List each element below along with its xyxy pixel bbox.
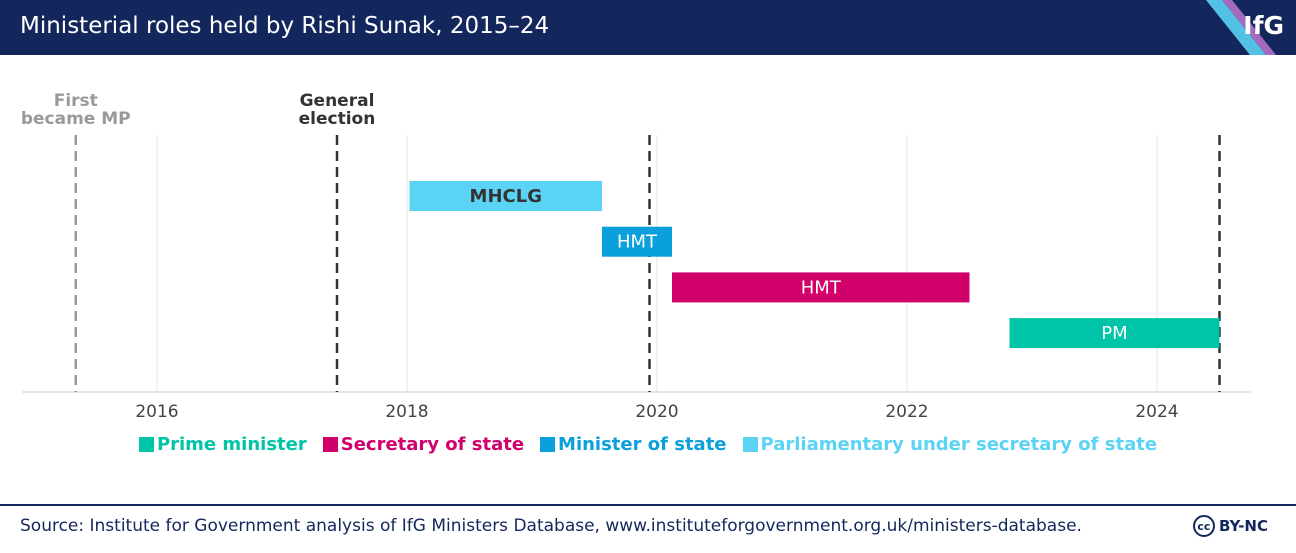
cc-icon: cc <box>1192 515 1215 537</box>
title: Ministerial roles held by Rishi Sunak, 2… <box>20 13 550 39</box>
x-tick-label: 2020 <box>635 402 678 422</box>
bar <box>409 181 602 211</box>
x-tick-label: 2022 <box>885 402 928 422</box>
event-label: General election <box>298 91 376 129</box>
legend-label: Minister of state <box>558 434 727 455</box>
event-label: First became MP <box>20 91 131 129</box>
legend-label: Prime minister <box>156 434 307 455</box>
logo: IfG <box>1243 11 1284 40</box>
bar-label: MHCLG <box>470 186 542 207</box>
bar <box>1009 318 1220 349</box>
legend-item: Parliamentary under secretary of state <box>742 434 1158 455</box>
license: cc BY-NC <box>1192 515 1268 537</box>
legend-item: Secretary of state <box>322 434 525 455</box>
legend: Prime minister Secretary of state Minister… <box>0 434 1296 455</box>
footer-rule <box>0 504 1296 506</box>
legend-label: Secretary of state <box>340 434 525 455</box>
legend-swatch <box>138 437 154 452</box>
legend-swatch <box>322 437 338 452</box>
source: Source: Institute for Government analysi… <box>20 516 1082 536</box>
chart: 2016 2018 2020 2022 2024 MHCLG HMT HMT PM <box>22 135 1251 422</box>
x-tick-label: 2016 <box>135 402 178 422</box>
bar <box>672 272 970 303</box>
legend-swatch <box>742 437 758 452</box>
x-tick-label: 2018 <box>385 402 428 422</box>
bar-label: PM <box>1101 323 1127 344</box>
legend-swatch <box>540 437 556 452</box>
bar <box>602 226 672 257</box>
legend-item: Minister of state <box>540 434 727 455</box>
bar-label: HMT <box>801 277 842 298</box>
license-text: BY-NC <box>1218 517 1268 535</box>
header: Ministerial roles held by Rishi Sunak, 2… <box>0 0 1296 55</box>
logo-stripes <box>1206 0 1276 55</box>
bar-label: HMT <box>617 232 658 253</box>
legend-label: Parliamentary under secretary of state <box>760 434 1158 455</box>
legend-item: Prime minister <box>138 434 307 455</box>
x-tick-label: 2024 <box>1135 402 1178 422</box>
